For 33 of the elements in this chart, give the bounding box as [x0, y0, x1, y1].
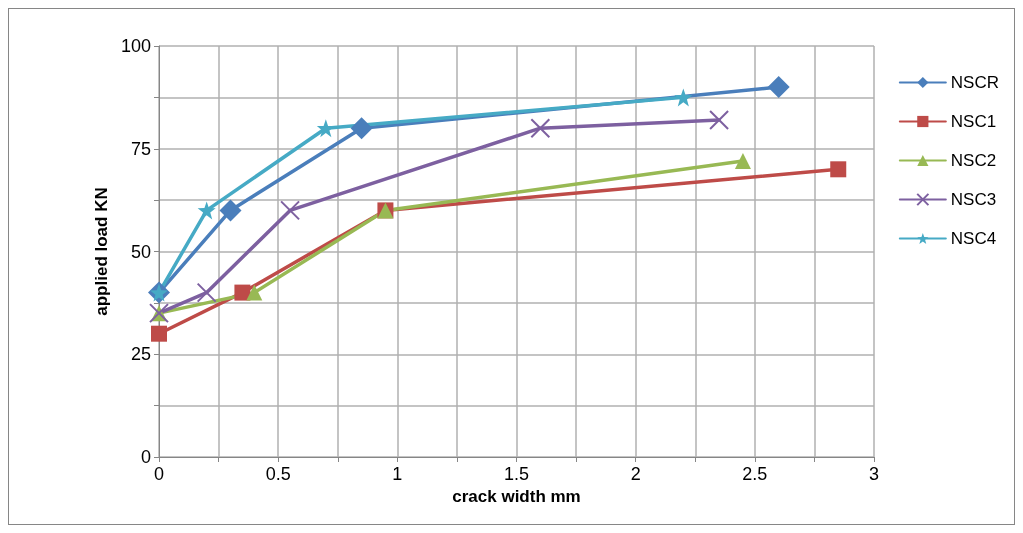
y-tick-label: 0 [140, 447, 151, 467]
y-tick-label: 100 [120, 36, 151, 56]
point [734, 153, 751, 170]
point [246, 284, 263, 301]
point [709, 109, 730, 130]
y-tick-label: 25 [130, 344, 151, 365]
point [674, 88, 693, 107]
x-tick-label: 1.5 [503, 464, 530, 484]
legend-label: NSC2 [950, 151, 997, 170]
legend-label: NSC4 [950, 229, 997, 248]
x-tick-label: 0.5 [265, 464, 291, 484]
legend-label: NSC3 [950, 190, 997, 209]
point [196, 282, 217, 303]
point [830, 161, 847, 178]
point [767, 76, 790, 99]
legend-label: NSC1 [950, 112, 997, 131]
point [219, 199, 242, 222]
x-tick-label: 2 [630, 464, 641, 484]
point [530, 118, 551, 139]
point [234, 284, 251, 301]
x-tick-label: 2.5 [742, 464, 768, 484]
point [280, 200, 301, 221]
point [151, 325, 167, 342]
point [197, 201, 216, 220]
y-tick-label: 50 [130, 241, 151, 262]
x-axis-title: crack width mm [452, 486, 581, 506]
y-axis-title: applied load KN [92, 187, 112, 316]
x-tick-label: 1 [392, 464, 403, 484]
x-tick-label: 0 [153, 464, 165, 484]
point [350, 117, 373, 140]
y-tick-label: 75 [130, 138, 151, 159]
x-tick-label: 3 [868, 464, 880, 484]
legend-label: NSCR [950, 73, 999, 92]
